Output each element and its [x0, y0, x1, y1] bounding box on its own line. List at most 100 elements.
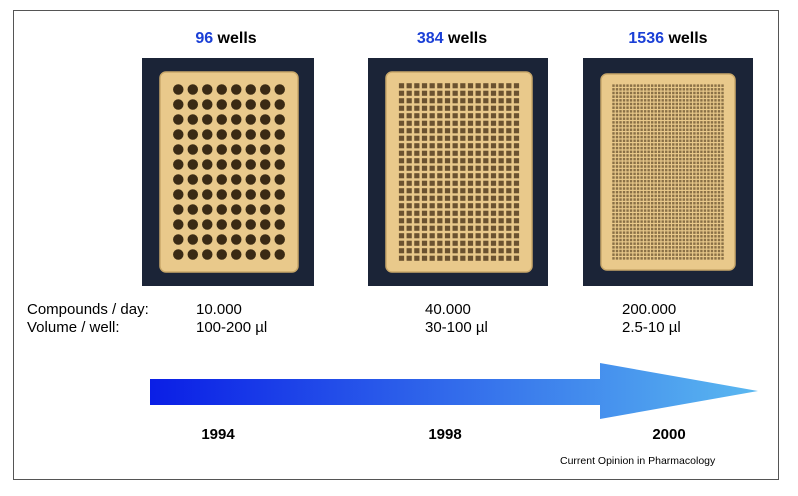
well: [658, 106, 661, 109]
well: [260, 129, 271, 140]
well: [633, 106, 636, 109]
well: [661, 99, 664, 102]
well: [633, 84, 636, 87]
well: [452, 240, 458, 246]
well: [647, 201, 650, 205]
well: [619, 132, 622, 135]
well: [650, 124, 654, 128]
well: [647, 190, 650, 194]
well: [703, 235, 707, 238]
well: [414, 173, 420, 179]
well: [619, 128, 622, 131]
well: [693, 194, 696, 198]
well: [629, 113, 633, 117]
well: [658, 231, 661, 234]
well: [707, 154, 710, 157]
well: [689, 198, 693, 201]
well: [475, 150, 481, 156]
well: [640, 201, 643, 205]
well: [710, 194, 714, 198]
well: [647, 187, 650, 190]
well: [689, 168, 693, 172]
well: [629, 187, 633, 190]
well: [717, 106, 721, 109]
well: [693, 88, 696, 91]
well: [498, 218, 504, 224]
well: [717, 168, 721, 172]
well: [707, 99, 710, 102]
well: [661, 132, 664, 135]
well: [679, 135, 682, 139]
well: [703, 220, 707, 223]
well: [700, 235, 703, 238]
well: [710, 143, 714, 146]
well: [467, 120, 474, 126]
well: [626, 102, 629, 106]
well: [622, 88, 626, 91]
well: [668, 165, 671, 168]
well: [452, 143, 458, 149]
well: [696, 242, 700, 245]
year-2000: 2000: [652, 426, 686, 443]
well: [633, 220, 636, 223]
well: [700, 110, 703, 113]
plate-96-photo: [142, 58, 314, 286]
well: [679, 194, 682, 198]
well: [640, 84, 643, 87]
well: [689, 249, 693, 253]
well: [721, 253, 724, 256]
well: [693, 95, 696, 98]
well: [647, 220, 650, 223]
well: [498, 240, 504, 246]
well: [650, 253, 654, 256]
well: [398, 203, 405, 209]
well: [682, 135, 686, 139]
well: [682, 187, 686, 190]
well: [483, 83, 489, 89]
well: [703, 143, 707, 146]
well: [444, 180, 451, 186]
well: [689, 99, 693, 102]
well: [444, 218, 451, 224]
well: [700, 99, 703, 102]
well: [429, 128, 435, 134]
well: [703, 110, 707, 113]
well: [696, 220, 700, 223]
well: [619, 157, 622, 161]
well: [710, 165, 714, 168]
well: [689, 117, 693, 120]
well: [647, 124, 650, 128]
well: [452, 195, 458, 201]
well: [245, 234, 256, 245]
well: [173, 159, 184, 170]
well: [696, 150, 700, 154]
well: [665, 150, 668, 154]
well: [672, 99, 675, 102]
well: [661, 113, 664, 117]
well: [274, 159, 285, 170]
well: [615, 231, 619, 234]
well: [658, 190, 661, 194]
well: [665, 246, 668, 249]
well: [414, 218, 420, 224]
well: [640, 227, 643, 231]
well: [467, 90, 474, 96]
well: [622, 161, 626, 165]
well: [245, 159, 256, 170]
well: [260, 219, 271, 230]
well: [647, 253, 650, 256]
well: [615, 99, 619, 102]
well: [513, 113, 520, 119]
well: [629, 227, 633, 231]
well: [406, 188, 412, 194]
well: [686, 102, 689, 106]
well: [682, 257, 686, 260]
well: [615, 172, 619, 176]
well: [444, 105, 451, 111]
well: [672, 154, 675, 157]
well: [654, 253, 657, 256]
well: [467, 255, 474, 261]
well: [721, 124, 724, 128]
well: [216, 204, 227, 215]
well: [414, 248, 420, 254]
